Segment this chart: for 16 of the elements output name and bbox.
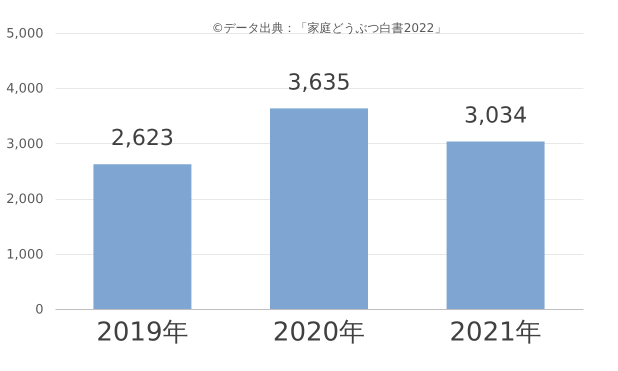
- x-tick-label: 2019年: [96, 318, 188, 348]
- bar: [446, 142, 545, 309]
- y-tick-label: 0: [35, 302, 44, 318]
- data-label: 2,623: [110, 126, 174, 152]
- y-tick-label: 2,000: [6, 192, 44, 208]
- bar: [270, 108, 368, 309]
- y-tick-label: 3,000: [6, 136, 44, 152]
- x-tick-label: 2020年: [272, 318, 366, 348]
- y-tick-label: 4,000: [6, 82, 44, 97]
- bar: [93, 164, 192, 309]
- data-label: 3,034: [464, 104, 528, 129]
- data-label: 3,635: [288, 70, 350, 96]
- x-tick-label: 2021年: [450, 318, 542, 348]
- y-tick-label: 5,000: [6, 26, 44, 42]
- annotation: ©データ出典：「家庭どうぶつ白書2022」: [212, 21, 446, 35]
- y-tick-label: 1,000: [6, 247, 44, 262]
